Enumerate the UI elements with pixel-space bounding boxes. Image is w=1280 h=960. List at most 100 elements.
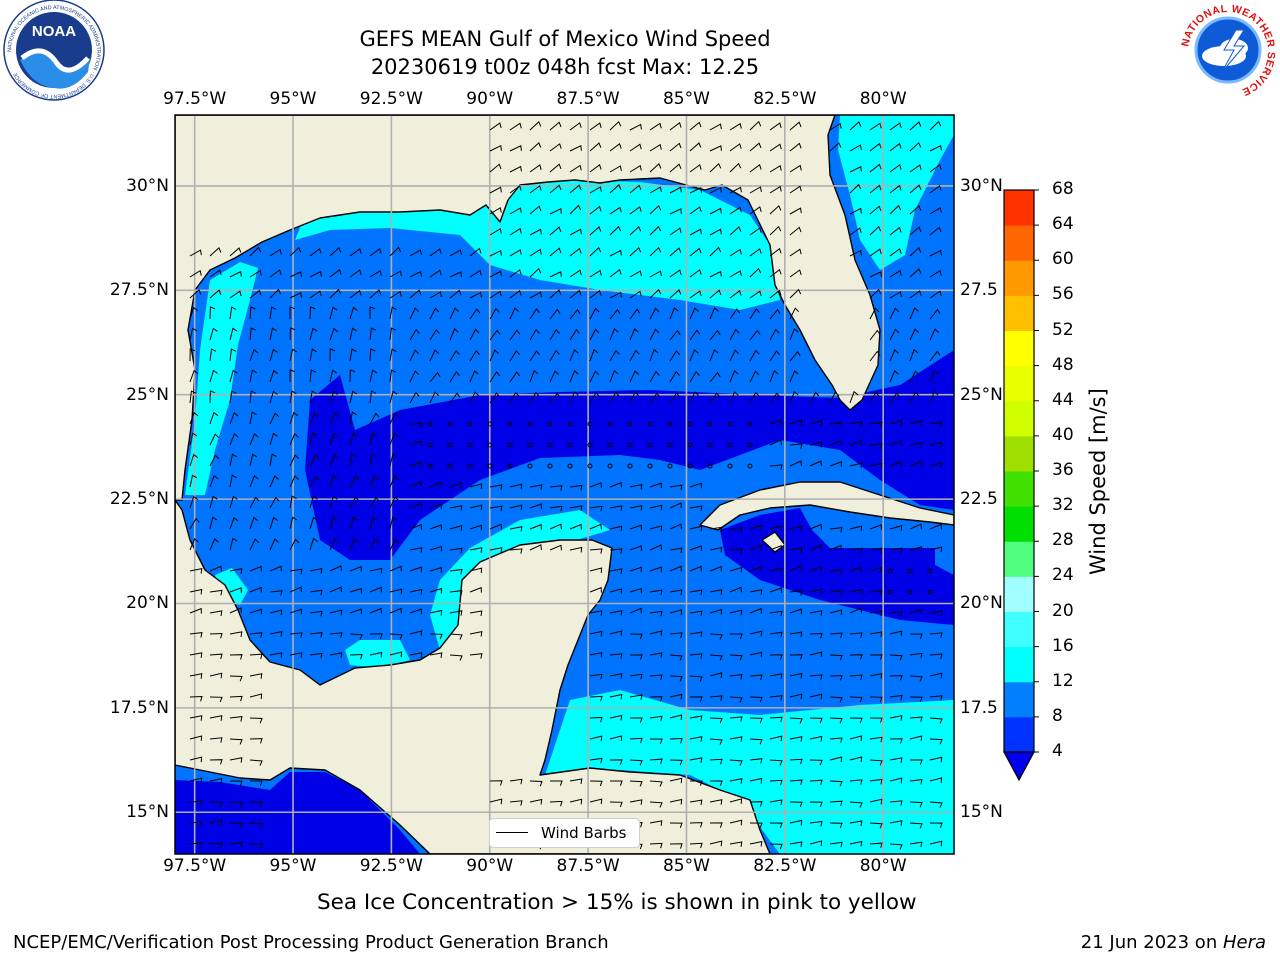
lat-tick-label: 17.5 (960, 697, 998, 718)
wind-barb (849, 525, 863, 532)
wind-barb (629, 524, 642, 531)
calm-barb (747, 421, 753, 427)
wind-barb (309, 610, 323, 617)
wind-barb (209, 390, 216, 404)
wind-barb (769, 544, 782, 551)
lat-tick-label: 30°N (126, 175, 169, 196)
wind-barb (449, 547, 463, 554)
wind-barb (889, 440, 902, 446)
calm-barb (627, 442, 633, 448)
wind-barb (589, 673, 603, 680)
wind-barb (309, 632, 323, 638)
wind-barb (449, 633, 463, 640)
calm-barb (547, 442, 553, 448)
colorbar-label: 68 (1052, 179, 1074, 199)
wind-barb (389, 475, 399, 488)
wind-barb (909, 391, 920, 404)
wind-barb (789, 672, 803, 679)
wind-barb (869, 421, 883, 428)
wind-barb (429, 291, 442, 299)
wind-barb (550, 780, 563, 786)
wind-barb (569, 798, 583, 805)
wind-barb (509, 269, 522, 278)
wind-barb (629, 483, 643, 490)
wind-barb (749, 777, 763, 784)
calm-barb (487, 442, 493, 448)
calm-barb (707, 421, 713, 427)
wind-barb (389, 565, 402, 572)
calm-barb (607, 442, 613, 448)
wind-barb (609, 759, 623, 765)
wind-barb (869, 248, 882, 257)
wind-barb (729, 548, 743, 554)
wind-barb (309, 348, 317, 362)
colorbar-segment (1004, 716, 1034, 753)
wind-barb (549, 523, 562, 530)
calm-barb (487, 463, 493, 469)
wind-barb (769, 843, 783, 850)
wind-barb (549, 370, 560, 383)
wind-barb (609, 693, 623, 700)
wind-barb (469, 328, 480, 341)
wind-barb (509, 122, 522, 131)
wind-barb (669, 609, 683, 615)
wind-barb (289, 538, 300, 551)
wind-barb (549, 163, 562, 173)
wind-barb (789, 654, 803, 660)
wind-barb (789, 390, 799, 404)
wind-barb (929, 840, 943, 847)
wind-barb (669, 392, 681, 404)
wind-barb (589, 307, 600, 320)
wind-barb (769, 716, 783, 723)
wind-barb (769, 369, 779, 383)
wind-barb (409, 370, 420, 383)
wind-barb (630, 717, 643, 723)
wind-barb (569, 269, 582, 278)
wind-barb (829, 756, 843, 763)
wind-barb (669, 654, 683, 661)
lat-tick-label: 27.5 (960, 280, 998, 301)
wind-barb (509, 548, 523, 554)
wind-barb (469, 349, 480, 362)
wind-barb (609, 505, 623, 511)
wind-barb (689, 290, 702, 299)
footer-host: Hera (1222, 932, 1266, 953)
wind-barb (229, 568, 243, 574)
calm-barb (427, 463, 433, 469)
wind-barb (229, 432, 239, 446)
wind-barb (409, 328, 420, 341)
wind-barb (429, 349, 440, 362)
wind-barb (729, 391, 739, 404)
wind-barb (249, 411, 257, 425)
wind-barb (869, 163, 882, 173)
colorbar-label: 44 (1052, 389, 1074, 410)
wind-barb (429, 524, 442, 531)
wind-barb (209, 474, 219, 488)
wind-barb (909, 121, 922, 131)
wind-barb (549, 349, 560, 362)
wind-barb (729, 206, 742, 215)
wind-barb (189, 348, 196, 362)
wind-barb (789, 419, 802, 426)
wind-barb (629, 633, 643, 640)
wind-barb (389, 412, 400, 425)
colorbar-segment (1004, 435, 1034, 472)
wind-barb (769, 631, 783, 638)
wind-barb (309, 652, 323, 659)
wind-barb (209, 696, 223, 703)
wind-barb (729, 759, 743, 766)
wind-barb (329, 609, 343, 616)
wind-barb (349, 390, 358, 404)
wind-barb (749, 329, 761, 341)
wind-barb (529, 248, 542, 257)
wind-barb (649, 758, 663, 765)
wind-barb (329, 268, 342, 278)
wind-barb (609, 735, 623, 741)
calm-barb (667, 442, 673, 448)
wind-barb (889, 291, 902, 299)
wind-barb (709, 565, 722, 572)
wind-barb (869, 122, 882, 131)
wind-barb (369, 289, 382, 299)
wind-barb (909, 546, 923, 552)
wind-barb (329, 369, 338, 383)
